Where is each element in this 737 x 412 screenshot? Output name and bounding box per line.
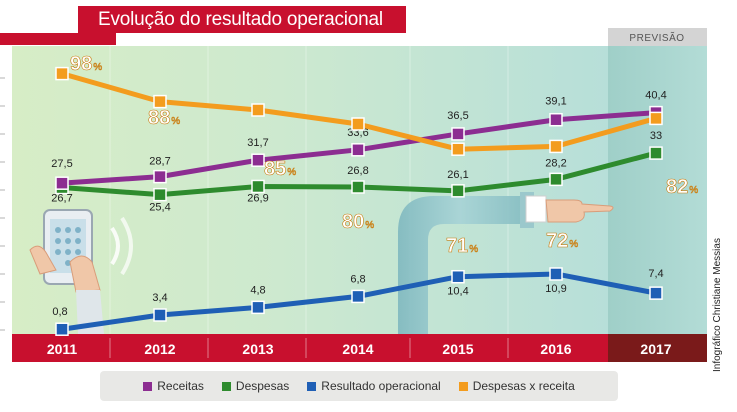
label-resultado-2011: 0,8 (52, 306, 67, 318)
year-bar-dividers (109, 338, 509, 358)
point-resultado-2015 (451, 269, 465, 284)
label-receitas-2012: 28,7 (149, 156, 170, 168)
legend-swatch-despesas (221, 381, 231, 391)
point-ratio-2012 (153, 94, 167, 109)
label-receitas-2011: 27,5 (51, 158, 72, 170)
point-despesas-2012 (153, 187, 167, 202)
year-label-2015: 2015 (442, 341, 473, 357)
legend-swatch-receitas (143, 381, 153, 391)
label-resultado-2014: 6,8 (350, 273, 365, 285)
chart-title: Evolução do resultado operacional (78, 6, 406, 33)
legend-swatch-resultado (307, 381, 317, 391)
legend-item-resultado[interactable]: Resultado operacional (307, 379, 441, 393)
label-receitas-2016: 39,1 (545, 96, 566, 108)
year-label-2013: 2013 (242, 341, 273, 357)
point-ratio-2016 (549, 139, 563, 154)
point-ratio-2017 (649, 111, 663, 126)
year-bar-forecast (608, 334, 707, 362)
point-ratio-2014 (351, 117, 365, 131)
legend-label-despesas: Despesas (235, 379, 290, 393)
forecast-header (608, 28, 707, 46)
point-resultado-2011 (55, 322, 69, 336)
label-despesas-2013: 26,9 (247, 192, 268, 204)
title-underline (0, 33, 116, 45)
label-despesas-2017: 33 (650, 130, 662, 142)
point-resultado-2017 (649, 286, 663, 300)
chart-marks: 2011 2012 2013 2014 2015 2016 2017 0,8 3,4 4,8 6,8… (47, 53, 699, 357)
point-resultado-2012 (153, 308, 167, 322)
year-label-2011: 2011 (47, 341, 78, 357)
label-resultado-2016: 10,9 (545, 283, 566, 295)
year-label-2017: 2017 (640, 341, 671, 357)
label-receitas-2015: 36,5 (447, 110, 468, 122)
year-label-2016: 2016 (540, 341, 571, 357)
legend-item-despesas[interactable]: Despesas (221, 379, 290, 393)
label-despesas-2015: 26,1 (447, 169, 468, 181)
point-despesas-2014 (351, 180, 365, 194)
point-receitas-2014 (351, 143, 365, 157)
legend: Receitas Despesas Resultado operacional … (100, 371, 618, 401)
label-despesas-2012: 25,4 (149, 202, 170, 214)
point-receitas-2011 (55, 176, 69, 190)
point-despesas-2017 (649, 146, 663, 160)
legend-label-ratio: Despesas x receita (472, 379, 575, 393)
point-despesas-2013 (251, 179, 265, 194)
point-despesas-2015 (451, 184, 465, 198)
pointing-hand-icon (525, 195, 614, 223)
point-ratio-2013 (251, 103, 265, 117)
legend-label-resultado: Resultado operacional (321, 379, 441, 393)
point-ratio-2015 (451, 142, 465, 156)
credit-text: Infográfico Christiane Messias (712, 238, 723, 372)
point-ratio-2011 (55, 66, 69, 81)
left-ticks (0, 77, 5, 331)
label-receitas-2013: 31,7 (247, 137, 268, 149)
point-receitas-2012 (153, 169, 167, 184)
point-despesas-2016 (549, 172, 563, 187)
legend-label-receitas: Receitas (157, 379, 204, 393)
label-resultado-2013: 4,8 (250, 284, 265, 296)
tablet-illustration (29, 209, 133, 334)
label-resultado-2012: 3,4 (152, 292, 167, 304)
point-receitas-2016 (549, 112, 563, 127)
point-resultado-2016 (549, 267, 563, 281)
label-despesas-2016: 28,2 (545, 157, 566, 169)
legend-item-receitas[interactable]: Receitas (143, 379, 204, 393)
label-despesas-2011: 26,7 (51, 193, 72, 205)
label-despesas-2014: 26,8 (347, 165, 368, 177)
legend-item-ratio[interactable]: Despesas x receita (458, 379, 575, 393)
label-resultado-2017: 7,4 (648, 268, 663, 280)
point-resultado-2013 (251, 300, 265, 315)
point-resultado-2014 (351, 289, 365, 304)
legend-swatch-ratio (458, 381, 468, 391)
year-label-2014: 2014 (342, 341, 373, 357)
year-bar (12, 334, 608, 362)
year-label-2012: 2012 (144, 341, 175, 357)
forecast-label: PREVISÃO (629, 31, 684, 44)
label-receitas-2017: 40,4 (645, 90, 666, 102)
label-resultado-2015: 10,4 (447, 286, 468, 298)
point-receitas-2015 (451, 127, 465, 141)
point-receitas-2013 (251, 153, 265, 167)
